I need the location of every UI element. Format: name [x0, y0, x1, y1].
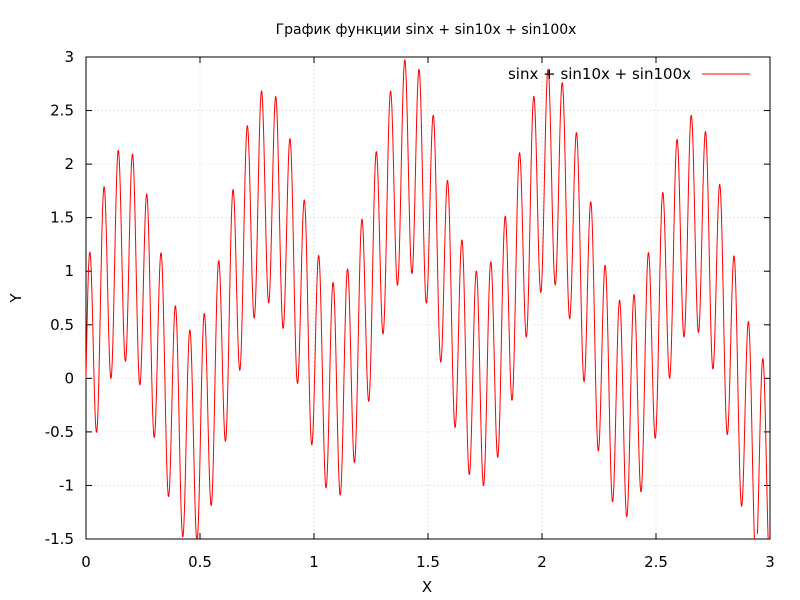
y-axis-label: Y: [7, 293, 25, 304]
y-tick-label: 3: [64, 48, 74, 66]
y-tick-label: -1: [59, 476, 74, 494]
x-axis-label: X: [422, 578, 432, 596]
series-line: [85, 59, 769, 540]
y-tick-label: 2: [64, 155, 74, 173]
x-tick-label: 0.5: [188, 553, 212, 571]
grid: [86, 57, 770, 539]
y-tick-labels: -1.5 -1 -0.5 0 0.5 1 1.5 2 2.5 3: [45, 48, 74, 548]
legend-label: sinx + sin10x + sin100x: [508, 65, 691, 83]
y-tick-label: -1.5: [45, 530, 74, 548]
y-tick-label: 2.5: [50, 102, 74, 120]
x-tick-label: 2: [537, 553, 547, 571]
x-tick-label: 2.5: [644, 553, 668, 571]
y-tick-label: 0.5: [50, 316, 74, 334]
x-tick-labels: 0 0.5 1 1.5 2 2.5 3: [81, 553, 775, 571]
series-layer: [85, 59, 769, 540]
x-tick-label: 3: [765, 553, 775, 571]
legend: sinx + sin10x + sin100x: [508, 65, 750, 83]
y-tick-label: 1.5: [50, 209, 74, 227]
y-tick-label: 0: [64, 369, 74, 387]
axis-ticks: [85, 56, 771, 540]
y-tick-label: -0.5: [45, 423, 74, 441]
x-tick-label: 0: [81, 553, 91, 571]
y-tick-label: 1: [64, 262, 74, 280]
x-tick-label: 1: [309, 553, 319, 571]
chart-title: График функции sinx + sin10x + sin100x: [276, 22, 577, 38]
x-tick-label: 1.5: [416, 553, 440, 571]
